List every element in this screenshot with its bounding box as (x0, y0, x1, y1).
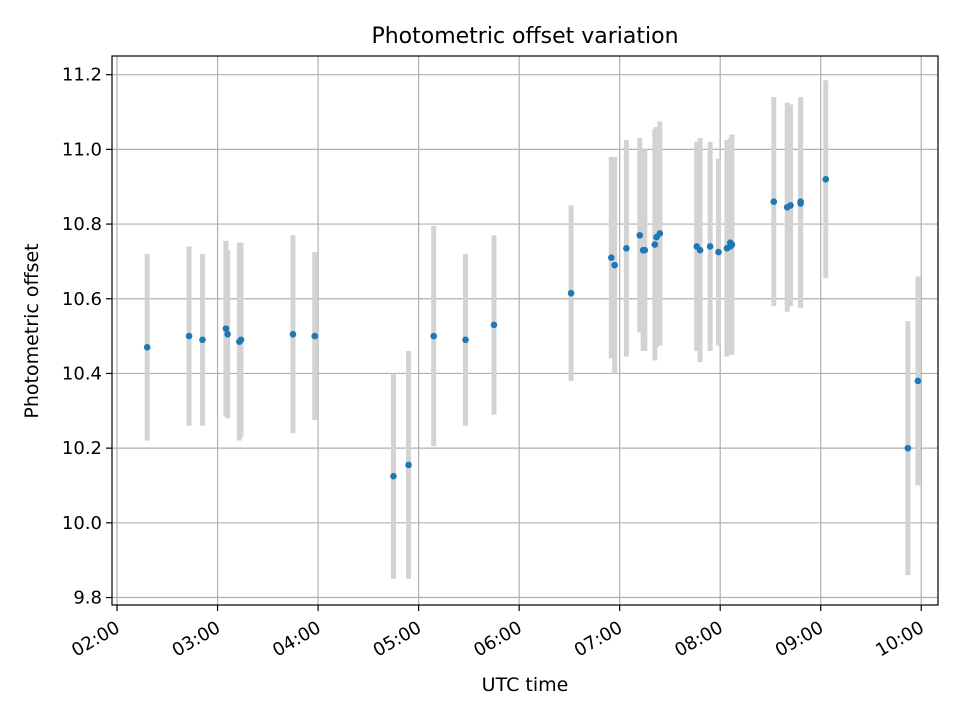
data-point (822, 175, 830, 183)
data-point (237, 336, 245, 344)
data-point (623, 245, 630, 252)
data-point (611, 261, 618, 269)
data-point (787, 202, 794, 209)
data-point (706, 243, 714, 250)
data-point (490, 321, 498, 329)
data-points (143, 175, 922, 480)
x-tick-label: 07:00 (571, 617, 626, 661)
data-point (143, 344, 151, 351)
x-tick-label: 04:00 (269, 617, 324, 661)
x-tick-label: 02:00 (68, 617, 123, 661)
chart-title: Photometric offset variation (371, 24, 678, 49)
data-point (405, 461, 412, 469)
data-point (636, 231, 644, 239)
data-point (224, 330, 231, 338)
data-point (199, 336, 206, 344)
data-point (311, 332, 319, 340)
data-point (914, 377, 922, 385)
y-tick-label: 9.8 (73, 588, 102, 609)
data-point (607, 254, 615, 261)
plot-frame (111, 55, 939, 606)
data-point (797, 200, 804, 207)
data-point (289, 330, 297, 338)
data-point (641, 246, 649, 254)
error-bars (144, 80, 921, 579)
grid (112, 56, 938, 605)
data-point (904, 444, 912, 452)
x-tick-label: 05:00 (370, 617, 425, 661)
y-tick-label: 10.2 (62, 438, 102, 459)
y-tick-label: 11.0 (62, 139, 102, 160)
data-point (770, 198, 778, 205)
y-axis-ticks: 9.8 10.0 10.2 10.4 10.6 10.8 11.0 11.2 (62, 65, 112, 609)
y-axis-label: Photometric offset (21, 243, 43, 418)
data-point (651, 241, 659, 248)
x-tick-label: 06:00 (470, 617, 525, 661)
data-point (462, 336, 469, 344)
x-axis-label: UTC time (482, 674, 569, 696)
y-tick-label: 11.2 (62, 65, 102, 86)
data-point (222, 325, 230, 332)
x-axis-ticks: 02:00 03:00 04:00 05:00 06:00 07:00 08:00 09:00… (68, 605, 928, 661)
x-tick-label: 08:00 (671, 617, 726, 661)
x-tick-label: 10:00 (872, 617, 927, 661)
data-point (715, 248, 722, 256)
data-point (656, 230, 664, 237)
data-point (728, 241, 736, 248)
data-point (567, 289, 575, 297)
y-tick-label: 10.0 (62, 513, 102, 534)
x-tick-label: 03:00 (169, 617, 224, 661)
data-point (430, 332, 437, 340)
y-tick-label: 10.6 (62, 289, 102, 310)
data-point (185, 332, 193, 340)
y-tick-label: 10.8 (62, 214, 102, 235)
data-point (390, 472, 397, 480)
data-point (696, 246, 704, 254)
y-tick-label: 10.4 (62, 363, 102, 384)
x-tick-label: 09:00 (772, 617, 827, 661)
